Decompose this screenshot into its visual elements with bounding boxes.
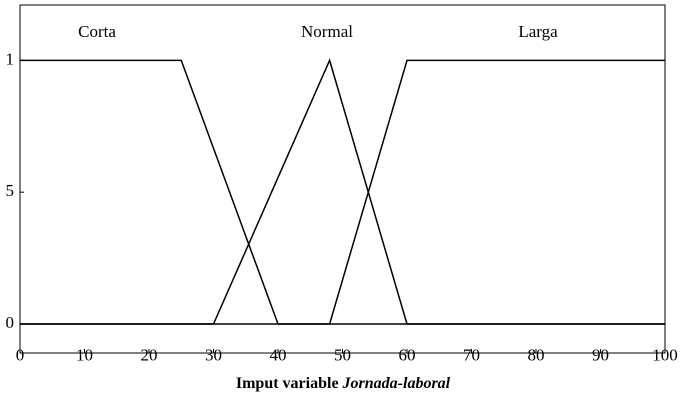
- x-tick-label: 20: [141, 346, 158, 365]
- x-label-text: Imput variable: [236, 375, 339, 392]
- x-axis-label: Imput variable Jornada-laboral: [236, 375, 451, 392]
- y-tick-label: 0: [6, 313, 15, 332]
- plot-frame: [19, 4, 666, 354]
- x-tick-label: 60: [399, 346, 416, 365]
- x-tick-label: 40: [270, 346, 287, 365]
- x-tick-label: 70: [463, 346, 480, 365]
- x-tick-label: 0: [16, 346, 25, 365]
- y-tick-label: 5: [6, 181, 15, 200]
- x-tick-label: 50: [334, 346, 351, 365]
- membership-line: [20, 59, 665, 325]
- x-tick-label: 10: [76, 346, 93, 365]
- series-label: Corta: [78, 22, 116, 41]
- x-tick-label: 90: [592, 346, 609, 365]
- x-label-variable: Jornada-laboral: [342, 375, 451, 392]
- membership-line: [20, 58, 665, 325]
- x-tick-label: 30: [205, 346, 222, 365]
- y-tick-label: 1: [6, 49, 15, 68]
- series-label: Larga: [518, 22, 558, 41]
- x-tick-label: 80: [528, 346, 545, 365]
- x-tick-label: 100: [652, 346, 678, 365]
- series-label: Normal: [301, 22, 353, 41]
- membership-line: [20, 59, 665, 325]
